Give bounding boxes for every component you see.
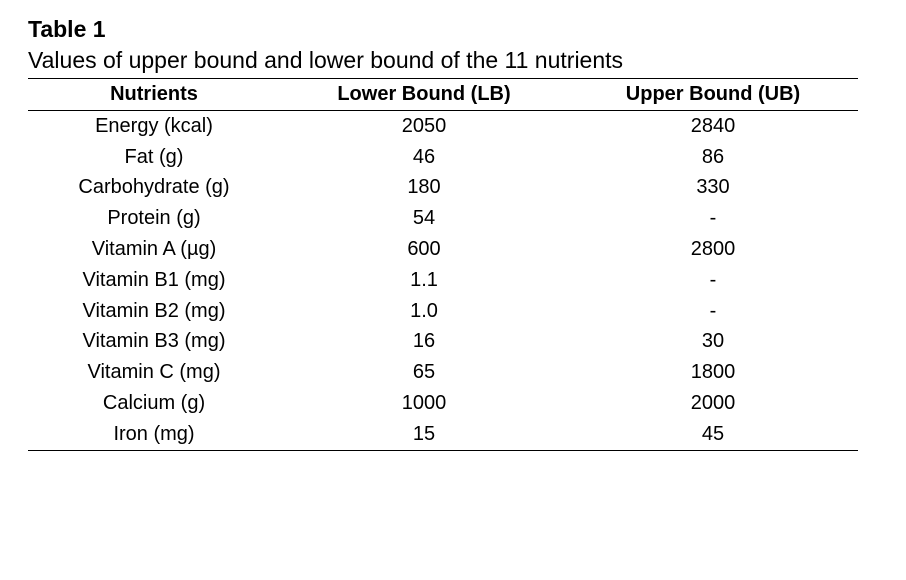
lower-bound-value: 65 xyxy=(412,361,436,384)
lower-bound-value: 46 xyxy=(412,145,436,168)
upper-bound-value: - xyxy=(709,299,717,322)
nutrient-name: Carbohydrate (g) xyxy=(78,176,230,199)
header-nutrients: Nutrients xyxy=(110,83,198,105)
lower-bound-value: 54 xyxy=(412,207,436,230)
nutrient-name: Iron (mg) xyxy=(113,422,195,445)
table-label: Table 1 xyxy=(28,16,106,42)
table-row: Vitamin B3 (mg) 16 30 xyxy=(28,327,858,358)
lower-bound-value: 1000 xyxy=(401,392,447,415)
upper-bound-value: 2800 xyxy=(690,238,736,261)
upper-bound-value: 2000 xyxy=(690,392,736,415)
nutrient-name: Vitamin B1 (mg) xyxy=(82,268,226,291)
table-row: Vitamin B1 (mg) 1.1 - xyxy=(28,265,858,296)
upper-bound-value: 330 xyxy=(696,176,730,199)
lower-bound-value: 1.0 xyxy=(410,299,438,322)
header-lower-bound: Lower Bound (LB) xyxy=(337,83,511,105)
nutrient-name: Calcium (g) xyxy=(102,392,206,415)
nutrient-name: Vitamin A (µg) xyxy=(91,238,217,261)
table-row: Iron (mg) 15 45 xyxy=(28,419,858,451)
table-row: Fat (g) 46 86 xyxy=(28,142,858,173)
table-row: Carbohydrate (g) 180 330 xyxy=(28,173,858,204)
table-row: Vitamin C (mg) 65 1800 xyxy=(28,357,858,388)
lower-bound-value: 16 xyxy=(412,330,436,353)
upper-bound-value: 2840 xyxy=(690,114,736,137)
table-row: Energy (kcal) 2050 2840 xyxy=(28,111,858,142)
upper-bound-value: 30 xyxy=(701,330,725,353)
table-caption: Values of upper bound and lower bound of… xyxy=(28,47,624,73)
header-upper-bound: Upper Bound (UB) xyxy=(625,83,801,105)
nutrient-name: Vitamin C (mg) xyxy=(87,361,221,384)
document: Table 1 Values of upper bound and lower … xyxy=(28,14,858,451)
nutrient-name: Energy (kcal) xyxy=(95,114,213,137)
table-row: Calcium (g) 1000 2000 xyxy=(28,388,858,419)
nutrient-name: Vitamin B2 (mg) xyxy=(82,299,226,322)
table-row: Protein (g) 54 - xyxy=(28,203,858,234)
table-body: Energy (kcal) 2050 2840 Fat (g) 46 86 Ca… xyxy=(28,111,858,451)
nutrient-name: Protein (g) xyxy=(107,207,201,230)
lower-bound-value: 2050 xyxy=(401,114,447,137)
nutrient-name: Fat (g) xyxy=(124,145,184,168)
upper-bound-value: 1800 xyxy=(690,361,736,384)
upper-bound-value: 45 xyxy=(701,422,725,445)
lower-bound-value: 15 xyxy=(412,422,436,445)
upper-bound-value: - xyxy=(709,268,717,291)
table-row: Vitamin B2 (mg) 1.0 - xyxy=(28,296,858,327)
table-row: Vitamin A (µg) 600 2800 xyxy=(28,234,858,265)
upper-bound-value: - xyxy=(709,207,717,230)
nutrient-bounds-table: Nutrients Lower Bound (LB) Upper Bound (… xyxy=(28,78,858,451)
nutrient-name: Vitamin B3 (mg) xyxy=(82,330,226,353)
upper-bound-value: 86 xyxy=(701,145,725,168)
lower-bound-value: 600 xyxy=(407,238,441,261)
lower-bound-value: 180 xyxy=(407,176,441,199)
table-header-row: Nutrients Lower Bound (LB) Upper Bound (… xyxy=(28,78,858,111)
lower-bound-value: 1.1 xyxy=(410,268,438,291)
